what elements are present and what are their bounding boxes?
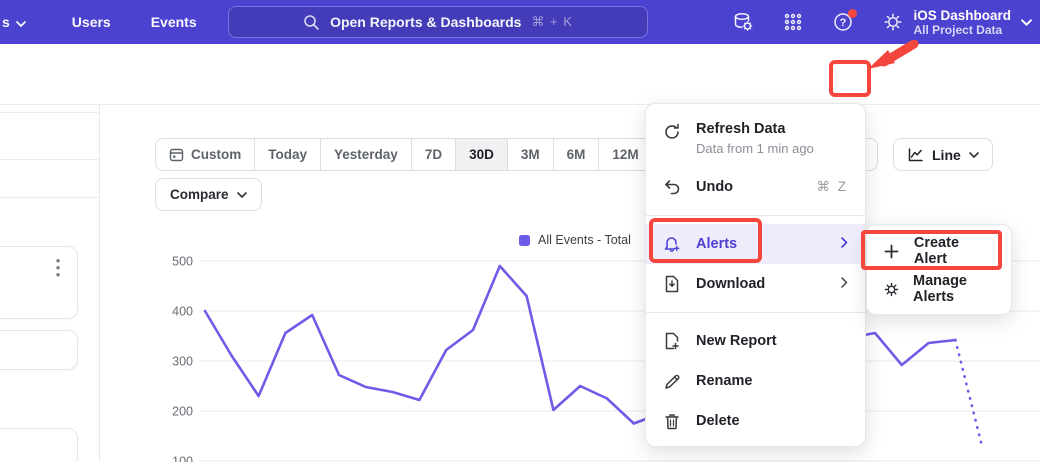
sidebar-card[interactable]	[0, 246, 78, 319]
download-file-icon	[663, 275, 681, 293]
gear-icon	[883, 280, 900, 298]
menu-item-label: Delete	[696, 413, 848, 429]
nav-item-users[interactable]: Users	[58, 14, 125, 30]
calendar-icon	[169, 147, 184, 162]
chevron-down-icon	[16, 14, 26, 30]
menu-item-label: Refresh Data	[696, 121, 848, 137]
apps-grid-icon[interactable]	[781, 10, 805, 34]
sidebar-card[interactable]	[0, 330, 78, 370]
submenu-item-manage-alerts[interactable]: Manage Alerts	[867, 270, 1011, 308]
svg-text:200: 200	[172, 405, 193, 419]
menu-item-rename[interactable]: Rename	[646, 361, 865, 401]
svg-text:400: 400	[172, 305, 193, 319]
date-range-custom[interactable]: Custom	[156, 139, 255, 170]
compare-button[interactable]: Compare	[155, 178, 262, 211]
menu-item-label: Rename	[696, 373, 848, 389]
search-icon	[303, 14, 320, 31]
menu-item-shortcut: ⌘ Z	[817, 179, 849, 195]
left-sidebar: •••	[0, 105, 100, 462]
pencil-icon	[663, 372, 681, 390]
menu-item-new-report[interactable]: New Report	[646, 321, 865, 361]
more-options-menu: Refresh Data Data from 1 min ago Undo ⌘ …	[645, 103, 866, 447]
search-shortcut: ⌘ + K	[531, 14, 573, 30]
date-range-30d[interactable]: 30D	[456, 139, 508, 170]
search-input[interactable]: Open Reports & Dashboards ⌘ + K	[228, 6, 648, 38]
menu-item-subtitle: Data from 1 min ago	[696, 141, 848, 156]
menu-item-alerts[interactable]: Alerts	[646, 224, 865, 264]
help-icon[interactable]: ?	[831, 10, 855, 34]
trash-icon	[663, 412, 681, 430]
date-range-7d[interactable]: 7D	[412, 139, 456, 170]
menu-item-label: Alerts	[696, 236, 826, 252]
nav-item-truncated[interactable]: s	[0, 14, 40, 30]
new-report-icon	[663, 332, 681, 350]
project-subtitle: All Project Data	[913, 23, 1011, 37]
chart-type-button[interactable]: Line	[893, 138, 993, 171]
submenu-item-label: Manage Alerts	[913, 273, 995, 305]
chevron-down-icon	[1021, 13, 1032, 31]
chart-legend: All Events - Total	[519, 233, 631, 247]
date-range-yesterday[interactable]: Yesterday	[321, 139, 412, 170]
submenu-arrow-icon	[841, 236, 848, 252]
submenu-item-create-alert[interactable]: Create Alert	[867, 232, 1011, 270]
bell-plus-icon	[663, 235, 681, 253]
date-range-3m[interactable]: 3M	[508, 139, 554, 170]
undo-icon	[663, 178, 681, 196]
date-range-12m[interactable]: 12M	[599, 139, 651, 170]
svg-text:100: 100	[172, 455, 193, 462]
date-range-6m[interactable]: 6M	[554, 139, 600, 170]
svg-text:?: ?	[840, 17, 847, 29]
submenu-arrow-icon	[841, 276, 848, 292]
chevron-down-icon	[969, 152, 979, 158]
sidebar-card[interactable]	[0, 428, 78, 462]
legend-label: All Events - Total	[538, 233, 631, 247]
data-management-icon[interactable]	[731, 10, 755, 34]
report-toolbar	[0, 44, 1040, 105]
date-range-segmented-control: Custom Today Yesterday 7D 30D 3M 6M 12M	[155, 138, 653, 171]
menu-item-label: Undo	[696, 179, 802, 195]
menu-item-download[interactable]: Download	[646, 264, 865, 304]
menu-item-refresh-data[interactable]: Refresh Data Data from 1 min ago	[646, 113, 865, 167]
date-range-today[interactable]: Today	[255, 139, 321, 170]
line-chart-icon	[907, 147, 924, 163]
refresh-icon	[663, 123, 681, 141]
search-placeholder: Open Reports & Dashboards	[330, 14, 521, 30]
legend-swatch	[519, 235, 530, 246]
menu-divider	[646, 215, 865, 216]
svg-text:500: 500	[172, 255, 193, 269]
nav-icon-group: ?	[731, 0, 905, 44]
menu-item-delete[interactable]: Delete	[646, 401, 865, 441]
nav-item-events[interactable]: Events	[137, 14, 211, 30]
app-window: s Users Events Open Reports & Dashboards…	[0, 0, 1040, 462]
nav-item-truncated-label: s	[2, 14, 10, 30]
project-selector[interactable]: iOS Dashboard All Project Data	[913, 0, 1032, 44]
top-nav-bar: s Users Events Open Reports & Dashboards…	[0, 0, 1040, 44]
menu-item-label: New Report	[696, 333, 848, 349]
kebab-menu-icon[interactable]: •••	[50, 257, 66, 277]
menu-divider	[646, 312, 865, 313]
notification-dot	[848, 9, 857, 18]
plus-icon	[883, 242, 901, 260]
menu-item-undo[interactable]: Undo ⌘ Z	[646, 167, 865, 207]
submenu-item-label: Create Alert	[914, 235, 995, 267]
alerts-submenu: Create Alert Manage Alerts	[866, 224, 1012, 315]
svg-text:300: 300	[172, 355, 193, 369]
settings-gear-icon[interactable]	[881, 10, 905, 34]
sidebar-divider	[0, 159, 100, 160]
sidebar-divider	[0, 112, 100, 113]
chevron-down-icon	[237, 192, 247, 198]
menu-item-label: Download	[696, 276, 826, 292]
sidebar-divider	[0, 197, 100, 198]
project-title: iOS Dashboard	[913, 8, 1011, 23]
